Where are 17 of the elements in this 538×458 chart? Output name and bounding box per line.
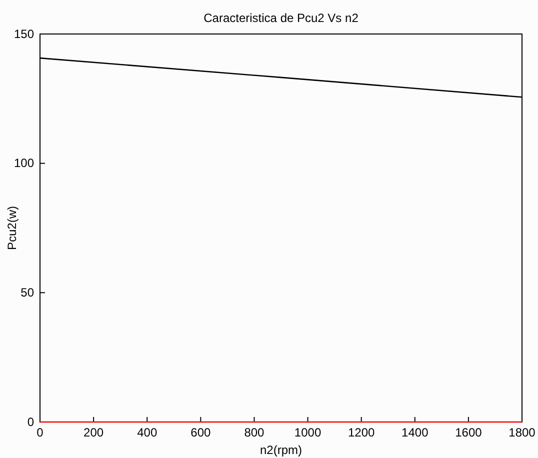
y-tick-label: 0: [27, 414, 34, 429]
x-tick-label: 1000: [294, 426, 322, 440]
y-axis-title: Pcu2(w): [5, 206, 19, 250]
y-tick-label: 100: [14, 156, 34, 170]
x-tick-label: 1400: [402, 426, 429, 440]
x-tick-label: 0: [36, 426, 44, 440]
y-tick-label: 50: [20, 286, 34, 300]
x-tick-label: 400: [137, 426, 158, 440]
x-tick-label: 600: [190, 426, 211, 440]
x-tick-label: 1800: [508, 426, 536, 440]
x-axis-title: n2(rpm): [260, 443, 302, 457]
y-tick-label: 150: [14, 26, 34, 41]
x-tick-label: 200: [84, 426, 104, 440]
chart-title: Caracteristica de Pcu2 Vs n2: [204, 11, 359, 25]
x-tick-label: 800: [244, 426, 265, 440]
x-tick-label: 1200: [348, 426, 376, 440]
x-tick-label: 1600: [455, 426, 482, 440]
